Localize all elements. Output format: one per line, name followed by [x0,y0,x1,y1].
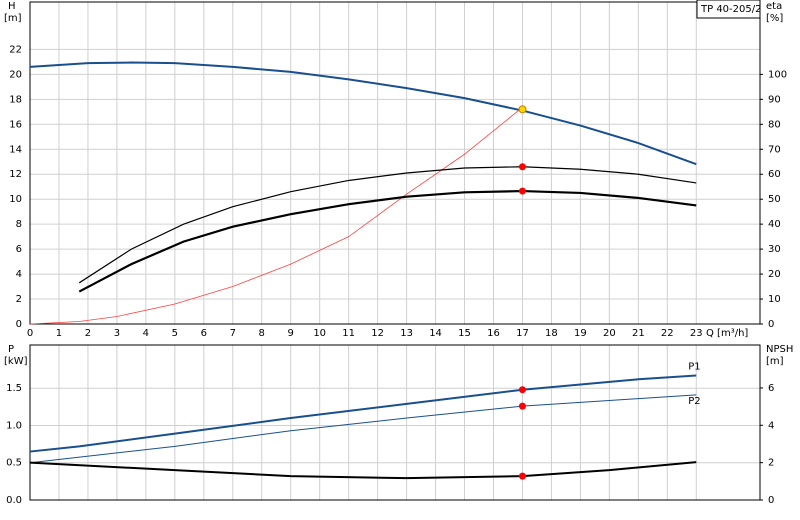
plot-frame [29,1,761,325]
title-box [696,0,761,19]
x-tick-label: 7 [230,328,236,339]
x-tick-label: 20 [603,328,616,339]
y2-unit: [m] [766,356,784,367]
x-tick-label: 11 [342,328,355,339]
y-tick-label: 1.0 [6,420,22,431]
y-label: P [8,344,14,355]
series-line [29,461,697,480]
x-tick-label: 17 [516,328,529,339]
x-tick-label: 2 [85,328,91,339]
y2-tick-label: 30 [768,244,781,255]
y2-tick-label: 100 [768,69,787,80]
y2-tick-label: 80 [768,119,781,130]
y-tick-label: 6 [16,244,22,255]
y-tick-label: 0.5 [6,458,22,469]
y-tick-label: 8 [16,219,22,230]
series-line [29,107,523,325]
y-tick-label: 0 [16,319,22,330]
x-tick-label: 21 [632,328,645,339]
plot-frame [29,344,761,501]
x-tick-label: 19 [574,328,587,339]
x-tick-label: 12 [371,328,384,339]
x-tick-label: 13 [400,328,413,339]
y2-tick-label: 50 [768,194,781,205]
y2-tick-label: 4 [768,420,774,431]
series-label: P2 [688,396,700,407]
y2-unit: [%] [766,13,783,24]
x-tick-label: 1 [56,328,62,339]
y2-label: NPSH [766,344,793,355]
y-tick-label: 16 [9,119,22,130]
y2-tick-label: 10 [768,294,781,305]
y-tick-label: 4 [16,269,22,280]
y-tick-label: 0.0 [6,495,22,506]
y-tick-label: 14 [9,144,22,155]
x-tick-label: 23 [690,328,703,339]
x-tick-label: 4 [143,328,149,339]
series-line [29,394,697,464]
y-tick-label: 20 [9,69,22,80]
duty-point [518,472,526,480]
x-tick-label: 0 [27,328,33,339]
series-line [78,166,697,284]
x-tick-label: 3 [114,328,120,339]
duty-point [518,163,526,171]
y2-tick-label: 60 [768,169,781,180]
y-tick-label: 12 [9,169,22,180]
duty-point [518,402,526,410]
y-tick-label: 10 [9,194,22,205]
y-tick-label: 22 [9,44,22,55]
y2-tick-label: 0 [768,319,774,330]
y-tick-label: 1.5 [6,383,22,394]
x-tick-label: 5 [172,328,178,339]
x-tick-label: 22 [661,328,674,339]
y-unit: [kW] [4,356,28,367]
chart-title: TP 40-205/2 [700,4,761,15]
duty-point [518,105,527,114]
duty-point [518,187,526,195]
series-line [29,61,697,166]
y2-tick-label: 6 [768,383,774,394]
y-tick-label: 18 [9,94,22,105]
y2-tick-label: 0 [768,495,774,506]
x-label: Q [m³/h] [706,328,748,339]
series-line [78,189,697,293]
x-tick-label: 16 [487,328,500,339]
x-tick-label: 9 [288,328,294,339]
y-tick-label: 2 [16,294,22,305]
x-tick-label: 6 [201,328,207,339]
x-tick-label: 18 [545,328,558,339]
y2-tick-label: 40 [768,219,781,230]
y2-tick-label: 2 [768,458,774,469]
x-tick-label: 15 [458,328,471,339]
series-label: P1 [688,362,700,373]
x-tick-label: 10 [313,328,326,339]
y2-tick-label: 20 [768,269,781,280]
x-tick-label: 14 [429,328,442,339]
y2-label: eta [766,1,782,12]
y2-tick-label: 70 [768,144,781,155]
duty-point [518,386,526,394]
y-label: H [8,1,16,12]
series-line [29,374,697,453]
y-unit: [m] [4,13,22,24]
x-tick-label: 8 [259,328,265,339]
y2-tick-label: 90 [768,94,781,105]
